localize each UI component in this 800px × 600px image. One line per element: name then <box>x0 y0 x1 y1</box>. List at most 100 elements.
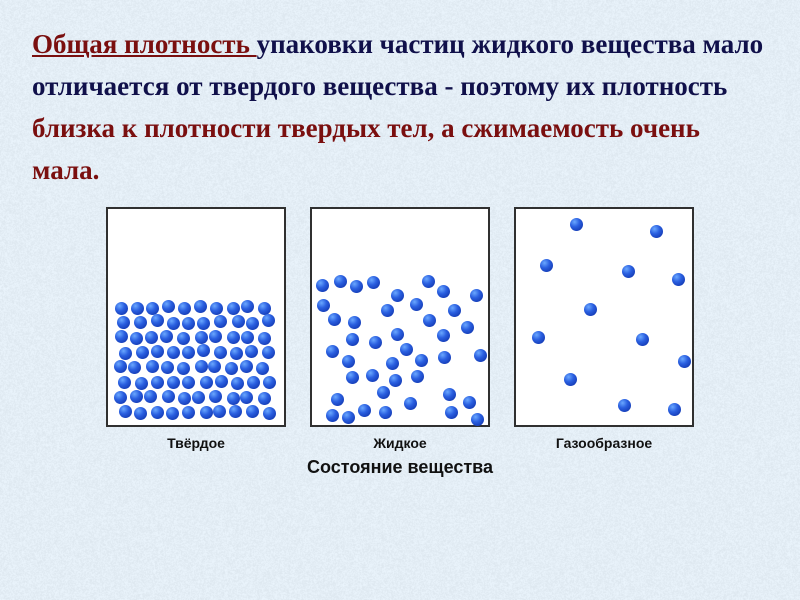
particle <box>342 355 355 368</box>
particle <box>262 346 275 359</box>
particle <box>151 376 164 389</box>
particle <box>650 225 663 238</box>
particle <box>348 316 361 329</box>
particle <box>366 369 379 382</box>
particle <box>317 299 330 312</box>
particle <box>415 354 428 367</box>
particle <box>622 265 635 278</box>
particle <box>177 362 190 375</box>
particle <box>423 314 436 327</box>
particle <box>195 360 208 373</box>
particle <box>470 289 483 302</box>
diagram-caption: Состояние вещества <box>32 457 768 478</box>
particle <box>247 376 260 389</box>
particle <box>119 347 132 360</box>
particle <box>114 360 127 373</box>
particle <box>258 392 271 405</box>
particle <box>448 304 461 317</box>
particle <box>115 302 128 315</box>
particle <box>263 376 276 389</box>
particle <box>146 360 159 373</box>
particle <box>162 390 175 403</box>
particle <box>438 351 451 364</box>
particle <box>144 390 157 403</box>
particle <box>178 392 191 405</box>
particle <box>410 298 423 311</box>
particle <box>182 317 195 330</box>
particle <box>136 346 149 359</box>
particle <box>195 331 208 344</box>
particle <box>256 362 269 375</box>
particle <box>391 289 404 302</box>
state-diagrams: Твёрдое Жидкое Газообразное <box>32 207 768 451</box>
particle <box>115 330 128 343</box>
particle <box>214 315 227 328</box>
particle <box>258 302 271 315</box>
particle <box>422 275 435 288</box>
particle <box>177 332 190 345</box>
particle <box>213 405 226 418</box>
particle <box>334 275 347 288</box>
particle <box>227 302 240 315</box>
label-liquid: Жидкое <box>373 435 426 451</box>
particle <box>474 349 487 362</box>
particle <box>167 346 180 359</box>
particle <box>258 332 271 345</box>
particle <box>532 331 545 344</box>
particle <box>117 316 130 329</box>
particle <box>134 407 147 420</box>
panel-solid <box>106 207 286 427</box>
panel-gas <box>514 207 694 427</box>
particle <box>381 304 394 317</box>
particle <box>463 396 476 409</box>
panel-liquid-wrap: Жидкое <box>310 207 490 451</box>
particle <box>208 360 221 373</box>
particle <box>358 404 371 417</box>
particle <box>178 302 191 315</box>
particle <box>119 405 132 418</box>
particle <box>346 333 359 346</box>
particle <box>197 317 210 330</box>
particle <box>225 362 238 375</box>
particle <box>167 376 180 389</box>
particle <box>166 407 179 420</box>
particle <box>391 328 404 341</box>
particle <box>151 314 164 327</box>
particle <box>160 330 173 343</box>
particle <box>564 373 577 386</box>
label-solid: Твёрдое <box>167 435 225 451</box>
particle <box>386 357 399 370</box>
particle <box>240 391 253 404</box>
particle <box>326 409 339 422</box>
particle <box>367 276 380 289</box>
particle <box>461 321 474 334</box>
particle <box>540 259 553 272</box>
panel-gas-wrap: Газообразное <box>514 207 694 451</box>
particle <box>151 345 164 358</box>
particle <box>161 361 174 374</box>
particle <box>328 313 341 326</box>
particle <box>130 390 143 403</box>
particle <box>668 403 681 416</box>
particle <box>350 280 363 293</box>
particle <box>118 376 131 389</box>
particle <box>346 371 359 384</box>
particle <box>151 406 164 419</box>
particle <box>246 317 259 330</box>
particle <box>209 330 222 343</box>
particle <box>114 391 127 404</box>
particle <box>263 407 276 420</box>
particle <box>678 355 691 368</box>
particle <box>210 302 223 315</box>
particle <box>230 347 243 360</box>
particle <box>167 317 180 330</box>
particle <box>131 302 144 315</box>
particle <box>134 316 147 329</box>
particle <box>229 405 242 418</box>
particle <box>262 314 275 327</box>
particle <box>316 279 329 292</box>
particle <box>146 302 159 315</box>
particle <box>437 285 450 298</box>
particle <box>200 376 213 389</box>
particle <box>331 393 344 406</box>
